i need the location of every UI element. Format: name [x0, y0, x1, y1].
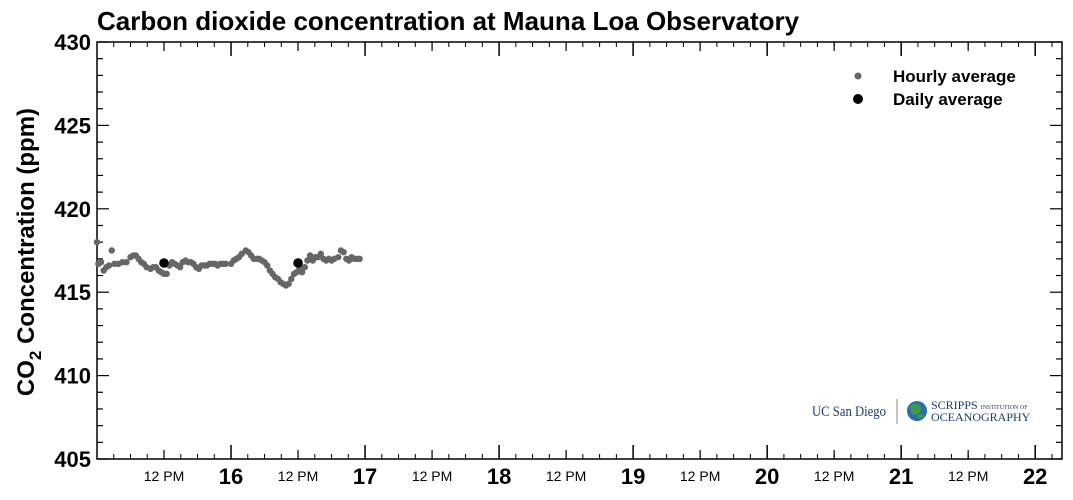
- y-tick-label: 405: [54, 447, 91, 472]
- hourly-average-point: [93, 238, 101, 246]
- x-tick-label-day: 19: [621, 464, 645, 489]
- daily-average-point: [293, 258, 303, 268]
- hourly-average-point: [288, 275, 295, 283]
- hourly-average-point: [222, 260, 229, 268]
- x-tick-label-noon: 12 PM: [412, 468, 452, 484]
- x-tick-label-day: 17: [353, 464, 377, 489]
- y-axis-label-main: CO: [13, 360, 40, 396]
- x-tick-label-noon: 12 PM: [546, 468, 586, 484]
- x-tick-label-day: 21: [889, 464, 913, 489]
- y-ticks: 405 410 415 420 425 430: [54, 30, 1062, 472]
- institution-logos: UC San Diego SCRIPPS INSTITUTION OF OCEAN…: [812, 398, 1031, 424]
- plot-frame: [96, 41, 1063, 460]
- y-axis-label-subscript: 2: [26, 351, 45, 360]
- y-tick-label: 410: [54, 364, 91, 389]
- hourly-average-point: [301, 263, 308, 271]
- hourly-average-point: [306, 252, 314, 259]
- hourly-average-point: [317, 250, 325, 258]
- y-axis-label: CO2 Concentration (ppm): [13, 108, 45, 396]
- x-tick-label-noon: 12 PM: [948, 468, 988, 484]
- hourly-average-point: [335, 253, 342, 261]
- hourly-average-point: [123, 258, 130, 266]
- hourly-average-point: [108, 247, 115, 254]
- hourly-average-point: [285, 280, 292, 288]
- x-tick-label-day: 22: [1023, 464, 1047, 489]
- chart-title: Carbon dioxide concentration at Mauna Lo…: [97, 6, 800, 36]
- series-hourly-average: [93, 238, 363, 289]
- legend-label-daily: Daily average: [893, 90, 1003, 109]
- hourly-average-point: [356, 255, 363, 263]
- x-tick-label-noon: 12 PM: [814, 468, 854, 484]
- hourly-average-point: [176, 263, 184, 271]
- legend-marker-daily: [853, 94, 863, 104]
- x-tick-label-noon: 12 PM: [144, 468, 184, 484]
- hourly-average-point: [304, 257, 311, 264]
- hourly-average-point: [163, 270, 170, 278]
- daily-average-point: [159, 258, 169, 268]
- x-tick-label-day: 16: [219, 464, 243, 489]
- y-tick-label: 415: [54, 280, 91, 305]
- svg-text:CO2 Concentration (ppm): CO2 Concentration (ppm): [13, 108, 45, 396]
- hourly-average-point: [97, 258, 105, 266]
- ucsd-logo: UC San Diego: [812, 404, 886, 420]
- x-tick-label-day: 20: [755, 464, 779, 489]
- hourly-average-point: [340, 248, 347, 256]
- scripps-logo-line1: SCRIPPS INSTITUTION OF: [931, 398, 1028, 412]
- legend-label-hourly: Hourly average: [893, 67, 1016, 86]
- y-tick-label: 430: [54, 30, 91, 55]
- hourly-average-point: [298, 268, 306, 276]
- y-axis-label-rest: Concentration (ppm): [13, 108, 40, 351]
- legend: Hourly average Daily average: [853, 67, 1016, 109]
- series-daily-average: [159, 258, 303, 268]
- x-tick-label-day: 18: [487, 464, 511, 489]
- y-tick-label: 425: [54, 113, 91, 138]
- scripps-logo-line2: OCEANOGRAPHY: [931, 410, 1031, 424]
- legend-marker-hourly: [854, 72, 862, 80]
- x-tick-label-noon: 12 PM: [680, 468, 720, 484]
- scripps-globe-icon: [907, 401, 927, 421]
- hourly-average-point: [264, 262, 271, 269]
- x-ticks: 12 PM 12 PM 12 PM 12 PM 12 PM 12 PM 12 PM 16 17 1…: [96, 42, 1053, 489]
- x-tick-label-noon: 12 PM: [278, 468, 318, 484]
- hourly-average-point: [105, 262, 113, 269]
- y-tick-label: 420: [54, 197, 91, 222]
- plot-axes: [96, 41, 1063, 460]
